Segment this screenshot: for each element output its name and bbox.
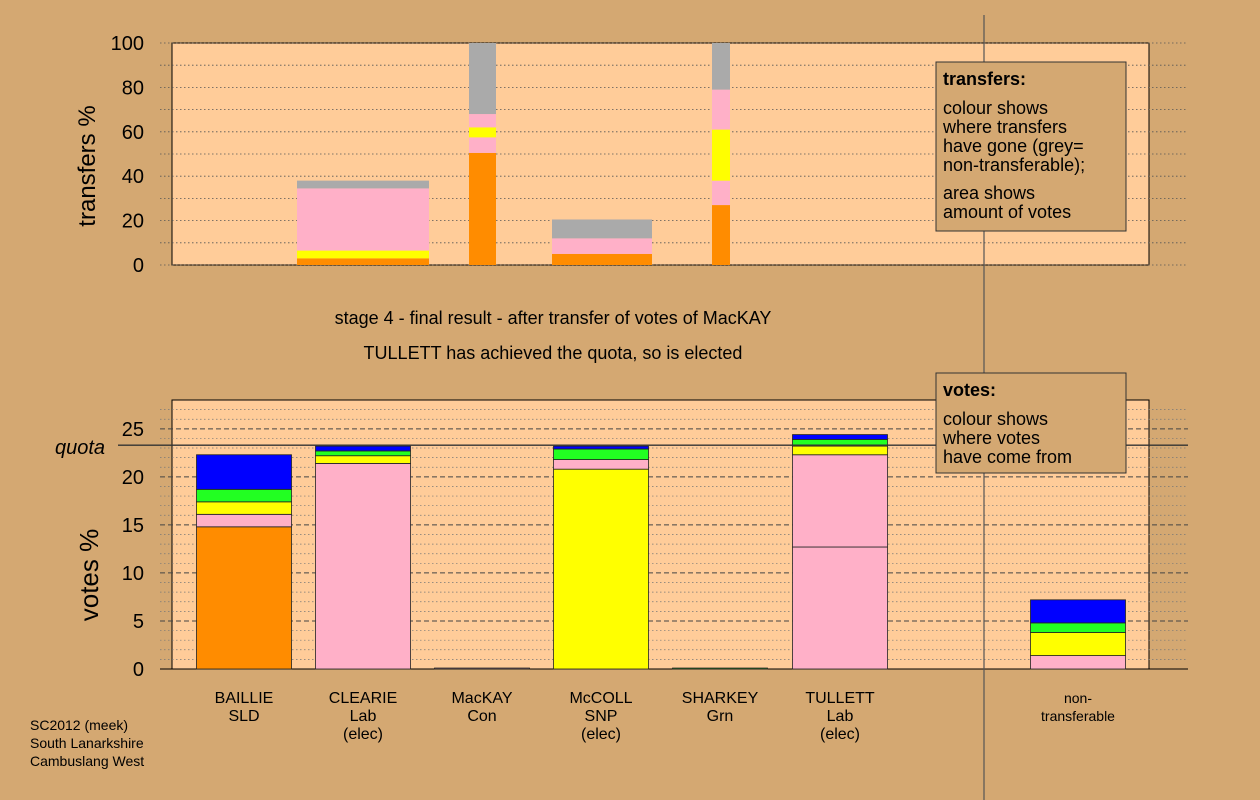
candidate-party-label: SLD [228, 708, 259, 725]
transfers-bar-segment [712, 89, 730, 130]
transfers-y-tick-label: 0 [133, 255, 144, 277]
votes-bar-segment [196, 501, 292, 515]
transfers-bar-segment [297, 258, 429, 265]
votes-bar-segment [1030, 655, 1126, 670]
source-line: SC2012 (meek) [30, 717, 129, 733]
transfers-legend-line: where transfers [942, 117, 1067, 137]
transfers-bar-segment [469, 152, 496, 265]
transfers-legend-line: area shows [943, 183, 1035, 203]
transfers-bar-segment [297, 188, 429, 251]
transfers-legend-line: non-transferable); [943, 155, 1085, 175]
candidate-party-label: Lab [350, 708, 377, 725]
votes-bar-segment [315, 463, 411, 670]
candidate-name-label: McCOLL [569, 690, 632, 707]
votes-y-axis-title: votes % [74, 529, 104, 622]
transfers-bar-segment [712, 43, 730, 90]
transfers-bar-segment [552, 253, 652, 265]
source-note: SC2012 (meek) South Lanarkshire Cambusla… [30, 716, 144, 770]
transfers-bar-segment [469, 114, 496, 128]
votes-bar-segment [792, 454, 888, 548]
transfers-y-tick-label: 80 [122, 77, 144, 99]
votes-bar-segment [196, 513, 292, 528]
candidate-status-label: (elec) [581, 726, 621, 743]
votes-y-tick-label: 0 [133, 659, 144, 681]
transfers-bar-segment [297, 180, 429, 189]
votes-bar-segment [672, 667, 768, 670]
transfers-bar-segment [469, 43, 496, 115]
votes-legend-line: have come from [943, 447, 1072, 467]
votes-y-tick-label: 15 [122, 515, 144, 537]
transfers-bar-segment [469, 137, 496, 153]
votes-bar-segment [553, 468, 649, 670]
candidate-party-label: SNP [585, 708, 618, 725]
candidate-name-label: SHARKEY [682, 690, 759, 707]
votes-legend: votes: colour shows where votes have com… [935, 372, 1127, 474]
votes-legend-line: where votes [942, 428, 1040, 448]
transfers-bar-segment [712, 180, 730, 206]
candidate-party-label: transferable [1041, 708, 1115, 724]
candidate-party-label: Grn [707, 708, 734, 725]
transfers-bar-segment [552, 238, 652, 254]
votes-bar-segment [196, 526, 292, 670]
votes-bar-segment [1030, 599, 1126, 624]
votes-legend-title: votes: [943, 380, 996, 400]
votes-bar-segment [553, 459, 649, 470]
transfers-bars [297, 43, 730, 265]
votes-bar-segment [1030, 622, 1126, 633]
votes-bar-segment [553, 445, 649, 450]
transfers-bar-segment [712, 129, 730, 181]
candidate-status-label: (elec) [820, 726, 860, 743]
candidate-name-label: BAILLIE [215, 690, 274, 707]
votes-bar-segment [553, 448, 649, 460]
votes-bar-segment [315, 450, 411, 457]
transfers-y-tick-label: 100 [111, 33, 144, 55]
source-line: Cambuslang West [30, 753, 145, 769]
candidate-name-label: MacKAY [451, 690, 512, 707]
votes-y-tick-label: 10 [122, 563, 144, 585]
votes-bar-segment [1030, 632, 1126, 656]
transfers-bar-segment [552, 219, 652, 239]
candidate-name-label: TULLETT [805, 690, 875, 707]
transfers-y-tick-label: 40 [122, 166, 144, 188]
votes-bar-segment [792, 546, 888, 670]
elected-caption: TULLETT has achieved the quota, so is el… [364, 343, 743, 363]
votes-y-tick-label: 5 [133, 611, 144, 633]
transfers-bar-segment [712, 205, 730, 265]
transfers-legend-title: transfers: [943, 69, 1026, 89]
transfers-y-tick-label: 60 [122, 122, 144, 144]
candidate-name-label: non- [1064, 690, 1092, 706]
votes-legend-line: colour shows [943, 409, 1048, 429]
transfers-legend-line: amount of votes [943, 202, 1071, 222]
transfers-legend-line: have gone (grey= [943, 136, 1084, 156]
candidate-labels: BAILLIESLDCLEARIELab(elec)MacKAYConMcCOL… [215, 690, 1116, 743]
votes-bar-segment [315, 445, 411, 452]
votes-bar-segment [434, 667, 530, 670]
votes-bar-segment [792, 434, 888, 440]
candidate-status-label: (elec) [343, 726, 383, 743]
quota-label: quota [55, 437, 105, 459]
transfers-bar-segment [469, 127, 496, 138]
votes-bars [196, 434, 1126, 670]
votes-y-tick-label: 25 [122, 419, 144, 441]
transfers-bar-segment [297, 250, 429, 259]
transfers-legend-line: colour shows [943, 98, 1048, 118]
votes-y-tick-label: 20 [122, 467, 144, 489]
candidate-party-label: Lab [827, 708, 854, 725]
votes-bar-segment [315, 455, 411, 464]
candidate-name-label: CLEARIE [329, 690, 397, 707]
transfers-y-tick-label: 20 [122, 211, 144, 233]
transfers-y-axis-title: transfers % [74, 105, 101, 226]
stage-caption: stage 4 - final result - after transfer … [335, 308, 772, 328]
votes-y-axis: 0 5 10 15 20 25 [122, 419, 144, 681]
votes-bar-segment [792, 445, 888, 456]
votes-bar-segment [196, 454, 292, 490]
transfers-y-axis: 0 20 40 60 80 100 [111, 33, 144, 277]
source-line: South Lanarkshire [30, 735, 144, 751]
votes-bar-segment [196, 488, 292, 503]
candidate-party-label: Con [467, 708, 496, 725]
transfers-legend: transfers: colour shows where transfers … [935, 61, 1127, 232]
